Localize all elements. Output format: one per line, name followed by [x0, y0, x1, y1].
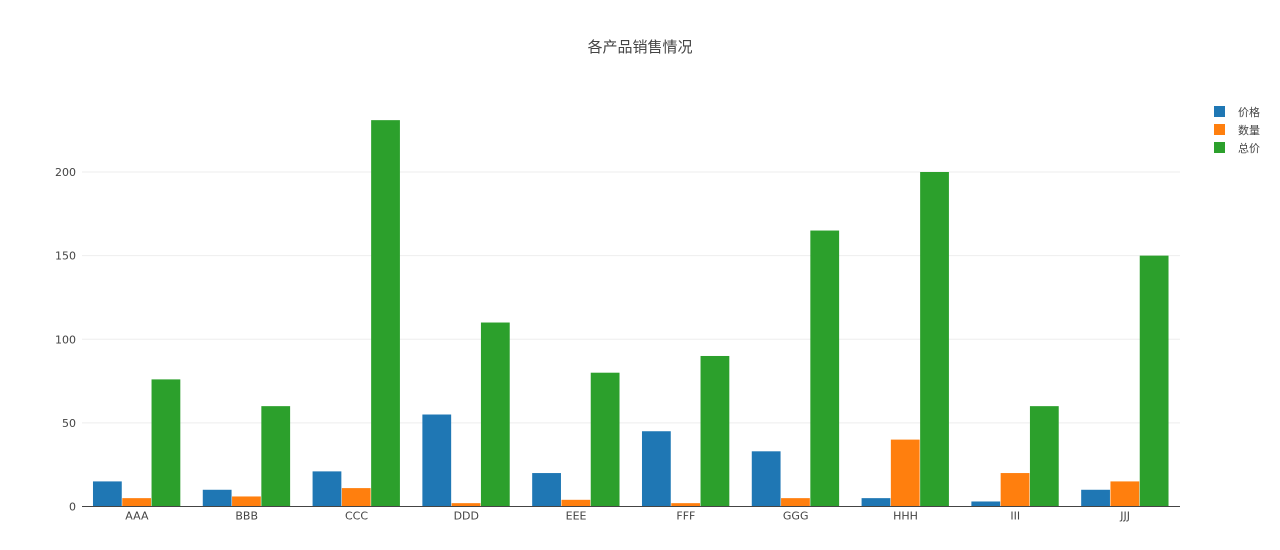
bar-eee-series-2[interactable] — [561, 499, 591, 507]
bar-iii-series-3[interactable] — [1029, 406, 1059, 507]
legend-item[interactable]: 数量 — [1214, 124, 1260, 137]
bar-hhh-series-3[interactable] — [920, 172, 949, 507]
x-tick-label: III — [1010, 510, 1020, 523]
bar-jjj-series-3[interactable] — [1139, 255, 1169, 507]
bar-hhh-series-2[interactable] — [890, 439, 920, 507]
bar-eee-series-3[interactable] — [590, 372, 620, 507]
chart-title: 各产品销售情况 — [587, 38, 692, 56]
x-tick-label: FFF — [676, 510, 695, 523]
bar-eee-series-1[interactable] — [532, 473, 561, 507]
legend-label: 总价 — [1238, 141, 1260, 155]
x-tick-label: HHH — [893, 510, 918, 523]
x-tick-label: CCC — [345, 510, 368, 523]
x-tick-label: GGG — [783, 510, 809, 523]
x-tick-label: AAA — [125, 510, 149, 523]
y-tick-label: 50 — [62, 417, 76, 430]
bar-jjj-series-1[interactable] — [1081, 489, 1110, 507]
bar-jjj-series-2[interactable] — [1110, 481, 1140, 507]
bar-aaa-series-3[interactable] — [151, 379, 181, 507]
bar-ggg-series-3[interactable] — [810, 230, 840, 507]
legend-swatch — [1214, 124, 1225, 135]
legend-item[interactable]: 价格 — [1214, 105, 1260, 119]
bar-fff-series-3[interactable] — [700, 355, 730, 507]
x-tick-label: DDD — [454, 510, 479, 523]
grid-layer — [82, 171, 1180, 424]
y-tick-label: 100 — [55, 333, 76, 346]
bar-hhh-series-1[interactable] — [861, 498, 891, 507]
axis-layer: 0 50 100 150 200 AAA BBB CCC DDD EEE FFF GGG HHH III J… — [55, 166, 1180, 523]
y-tick-label: 150 — [55, 250, 76, 263]
bar-ddd-series-1[interactable] — [422, 414, 452, 507]
bar-iii-series-2[interactable] — [1000, 473, 1030, 507]
legend-label: 价格 — [1238, 105, 1260, 119]
legend-label: 数量 — [1238, 124, 1260, 137]
bar-ddd-series-3[interactable] — [480, 322, 510, 507]
bar-ccc-series-3[interactable] — [371, 120, 400, 507]
legend-swatch — [1214, 142, 1225, 153]
bar-bbb-series-1[interactable] — [202, 489, 232, 507]
bar-aaa-series-2[interactable] — [122, 498, 152, 507]
bar-fff-series-1[interactable] — [641, 431, 671, 507]
x-tick-label: JJJ — [1119, 510, 1130, 523]
legend-swatch — [1214, 106, 1225, 117]
bar-ccc-series-2[interactable] — [341, 488, 371, 507]
bar-bbb-series-2[interactable] — [232, 496, 261, 507]
y-tick-label: 200 — [55, 166, 76, 179]
y-tick-label: 0 — [69, 501, 76, 514]
legend-item[interactable]: 总价 — [1214, 141, 1260, 155]
x-tick-label: BBB — [235, 510, 258, 523]
bar-ggg-series-1[interactable] — [751, 451, 781, 507]
bar-ddd-series-2[interactable] — [451, 503, 481, 507]
bars-layer — [92, 120, 1169, 507]
bar-iii-series-1[interactable] — [971, 501, 1001, 507]
bar-ccc-series-1[interactable] — [312, 471, 342, 507]
bar-aaa-series-1[interactable] — [92, 481, 122, 507]
bar-bbb-series-3[interactable] — [261, 406, 291, 507]
bar-ggg-series-2[interactable] — [781, 498, 810, 507]
bar-fff-series-2[interactable] — [671, 503, 701, 507]
x-tick-label: EEE — [566, 510, 587, 523]
